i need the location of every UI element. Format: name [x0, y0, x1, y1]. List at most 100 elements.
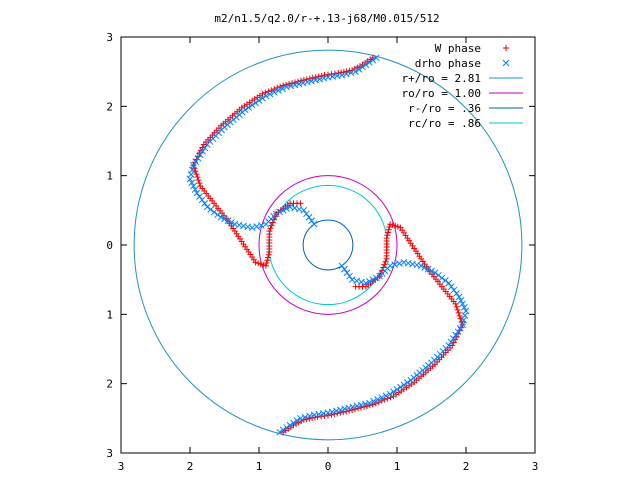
- drho-point-lower-85: [366, 278, 373, 285]
- drho-point-lower-48: [449, 335, 457, 342]
- w-point-upper-138: [297, 200, 304, 207]
- y-tick-label: 2: [106, 100, 113, 113]
- drho-point-lower-24: [374, 396, 382, 403]
- circle-0: [133, 49, 523, 441]
- circles-layer: [133, 49, 523, 441]
- w-point-lower-114: [385, 229, 392, 236]
- legend-label: ro/ro = 1.00: [402, 87, 481, 100]
- y-tick-label: 3: [106, 447, 113, 460]
- drho-point-upper-91: [305, 213, 313, 221]
- drho-point-lower-93: [338, 262, 346, 270]
- w-point-upper-125: [268, 222, 275, 229]
- w-point-lower-110: [389, 222, 396, 229]
- w-point-upper-22: [306, 75, 313, 82]
- drho-point-upper-20: [291, 81, 299, 89]
- drho-point-lower-0: [276, 428, 284, 436]
- w-point-upper-75: [195, 177, 202, 184]
- drho-point-lower-89: [348, 276, 356, 284]
- w-point-lower-111: [387, 221, 394, 228]
- w-point-lower-113: [385, 226, 392, 233]
- drho-point-lower-17: [345, 404, 353, 412]
- drho-point-upper-60: [196, 193, 203, 200]
- w-point-upper-107: [252, 259, 259, 266]
- drho-point-lower-28: [390, 388, 397, 396]
- w-point-upper-112: [263, 260, 270, 267]
- drho-point-lower-91: [343, 269, 351, 277]
- drho-point-lower-30: [397, 383, 404, 391]
- x-tick-label: 1: [256, 460, 263, 473]
- drho-point-lower-25: [378, 394, 386, 402]
- drho-point-upper-5: [355, 66, 363, 73]
- drho-point-upper-23: [279, 85, 286, 93]
- drho-point-upper-30: [252, 99, 259, 107]
- x-tick-label: 3: [532, 460, 539, 473]
- drho-point-upper-21: [287, 82, 295, 90]
- drho-point-upper-14: [316, 75, 324, 83]
- drho-point-lower-56: [460, 304, 468, 311]
- w-point-upper-115: [265, 251, 272, 258]
- w-point-lower-138: [352, 283, 359, 290]
- drho-point-lower-46: [445, 342, 453, 349]
- w-point-upper-15: [328, 71, 335, 78]
- drho-point-upper-69: [224, 217, 232, 225]
- circle-3: [268, 184, 388, 306]
- drho-point-lower-69: [424, 265, 432, 273]
- drho-point-upper-61: [198, 196, 206, 204]
- drho-point-lower-57: [459, 300, 466, 308]
- y-tick-label: 2: [106, 378, 113, 391]
- drho-point-upper-15: [312, 76, 319, 84]
- drho-point-upper-82: [272, 210, 280, 218]
- drho-point-upper-17: [303, 78, 311, 86]
- drho-point-upper-55: [186, 175, 194, 183]
- y-tick-label: 1: [106, 308, 113, 321]
- drho-point-upper-31: [248, 101, 256, 109]
- drho-point-upper-24: [274, 87, 282, 94]
- w-point-lower-108: [394, 223, 401, 230]
- w-point-lower-125: [381, 261, 388, 268]
- drho-point-upper-18: [299, 79, 307, 87]
- drho-point-upper-84: [279, 206, 287, 214]
- drho-point-upper-67: [217, 213, 225, 221]
- w-point-upper-111: [262, 262, 269, 269]
- drho-point-upper-51: [192, 158, 200, 166]
- x-tick-label: 2: [187, 460, 194, 473]
- drho-point-lower-5: [293, 417, 301, 424]
- legend-label: r+/ro = 2.81: [402, 72, 481, 85]
- drho-point-lower-59: [455, 293, 463, 301]
- drho-point-lower-70: [421, 264, 428, 271]
- drho-point-upper-63: [203, 203, 211, 211]
- w-point-lower-74: [455, 309, 462, 316]
- drho-point-upper-85: [283, 205, 290, 212]
- w-point-lower-15: [321, 412, 328, 419]
- drho-point-lower-64: [441, 277, 449, 284]
- drho-point-upper-57: [190, 182, 197, 190]
- drho-point-upper-25: [270, 88, 278, 96]
- drho-point-lower-18: [349, 403, 357, 411]
- w-point-lower-73: [456, 312, 463, 319]
- legend-marker-drho: [502, 59, 510, 67]
- drho-point-upper-59: [193, 189, 201, 197]
- w-point-upper-74: [194, 174, 201, 181]
- chart-title: m2/n1.5/q2.0/r-+.13-j68/M0.015/512: [214, 12, 439, 25]
- drho-point-upper-4: [359, 63, 366, 71]
- w-point-upper-73: [193, 171, 200, 178]
- drho-point-lower-63: [445, 279, 453, 287]
- drho-point-lower-22: [366, 399, 373, 407]
- drho-point-lower-29: [393, 386, 401, 393]
- drho-point-upper-12: [324, 73, 332, 81]
- drho-point-lower-82: [376, 272, 384, 280]
- x-tick-label: 3: [118, 460, 125, 473]
- w-point-lower-109: [392, 222, 399, 229]
- drho-point-upper-68: [221, 215, 228, 223]
- drho-point-lower-31: [400, 381, 408, 389]
- y-tick-label: 3: [106, 31, 113, 44]
- points-layer: [186, 54, 470, 436]
- drho-point-upper-16: [308, 77, 315, 85]
- drho-point-lower-4: [290, 419, 297, 427]
- w-point-lower-112: [386, 223, 393, 230]
- drho-point-upper-48: [199, 148, 207, 155]
- w-point-lower-22: [343, 408, 350, 415]
- drho-point-upper-49: [196, 151, 204, 159]
- drho-point-upper-58: [191, 186, 199, 193]
